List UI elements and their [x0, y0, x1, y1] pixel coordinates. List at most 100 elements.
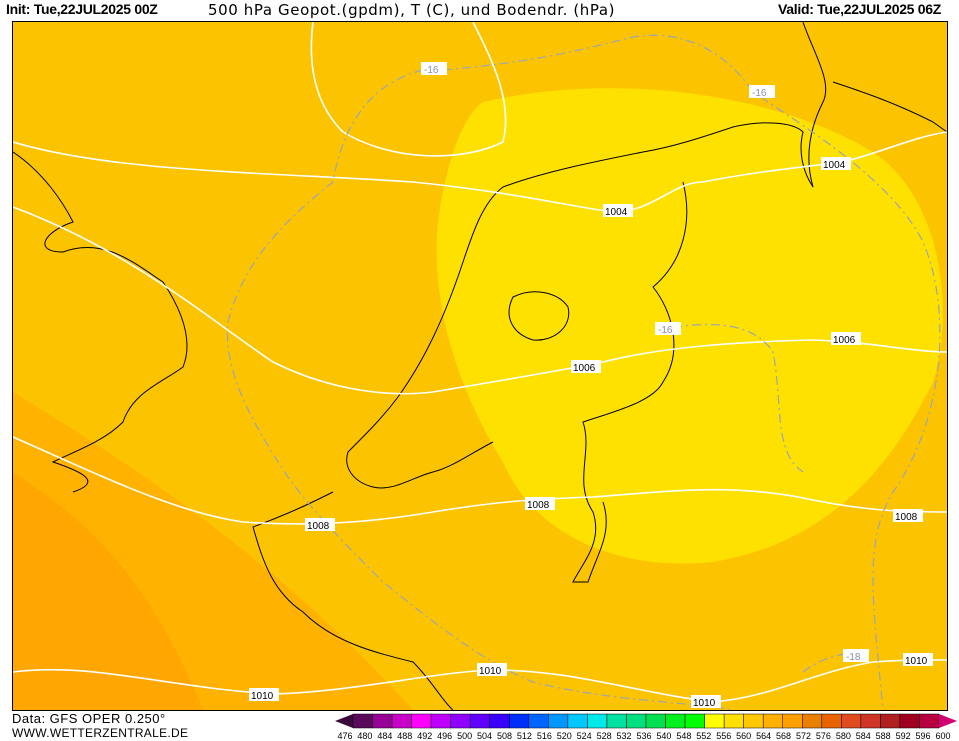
- legend-swatch: [626, 713, 647, 729]
- legend-arrow-high: [939, 714, 957, 728]
- legend-label: 500: [457, 731, 472, 741]
- legend-swatch: [723, 713, 744, 729]
- legend-label: 528: [597, 731, 612, 741]
- isobar-1008: [13, 436, 947, 525]
- isotherm-16-c: [672, 323, 804, 473]
- isobar-label: 1008: [895, 512, 918, 523]
- legend-label: 488: [397, 731, 412, 741]
- legend-label: 508: [497, 731, 512, 741]
- legend-swatch: [548, 713, 569, 729]
- legend-label: 516: [537, 731, 552, 741]
- legend-swatch: [606, 713, 627, 729]
- legend-label: 548: [676, 731, 691, 741]
- legend-swatch: [899, 713, 920, 729]
- legend-label: 600: [935, 731, 950, 741]
- legend-swatch: [665, 713, 686, 729]
- isobar-label: 1004: [823, 160, 846, 171]
- website: WWW.WETTERZENTRALE.DE: [12, 726, 189, 740]
- isobar-label: 1010: [251, 691, 274, 702]
- legend-label: 532: [617, 731, 632, 741]
- legend-swatch: [509, 713, 530, 729]
- legend-swatch: [469, 713, 490, 729]
- legend-label: 492: [417, 731, 432, 741]
- legend-label: 564: [756, 731, 771, 741]
- border-belgium: [252, 491, 454, 710]
- legend-label: 552: [696, 731, 711, 741]
- legend-swatch: [352, 713, 373, 729]
- legend-swatch: [821, 713, 842, 729]
- legend-label: 512: [517, 731, 532, 741]
- isobar-1002: [310, 22, 507, 157]
- legend-label: 504: [477, 731, 492, 741]
- isobar-label: 1004: [605, 207, 628, 218]
- legend-swatch: [762, 713, 783, 729]
- coastline-zeeland: [346, 396, 494, 489]
- legend-arrow-low: [335, 714, 353, 728]
- legend-swatch: [860, 713, 881, 729]
- init-time: Init: Tue,22JUL2025 00Z: [6, 1, 158, 17]
- legend-swatch: [587, 713, 608, 729]
- legend-label: 524: [577, 731, 592, 741]
- temperature-labels: -16 -16 -16 -18: [421, 62, 869, 663]
- chart-title: 500 hPa Geopot.(gpdm), T (C), und Bodend…: [208, 1, 616, 19]
- isobar-label: 1008: [307, 521, 330, 532]
- legend-swatch: [372, 713, 393, 729]
- legend-label: 584: [856, 731, 871, 741]
- legend-swatch: [430, 713, 451, 729]
- field-568: [13, 472, 203, 710]
- legend-label: 560: [736, 731, 751, 741]
- isobar-1010: [13, 659, 947, 703]
- color-legend: 476 480 484 488 492 496 500 504 508 512 516 520 524 5…: [335, 713, 957, 741]
- legend-label: 480: [357, 731, 372, 741]
- legend-label: 520: [557, 731, 572, 741]
- coastline-germany: [802, 22, 947, 188]
- isobar-label: 1010: [905, 656, 928, 667]
- coastline-netherlands: [397, 122, 814, 398]
- legend-label: 568: [776, 731, 791, 741]
- ijsselmeer: [508, 291, 570, 341]
- legend-swatch: [450, 713, 471, 729]
- legend-swatch: [919, 713, 940, 729]
- legend-swatch: [391, 713, 412, 729]
- legend-label: 592: [896, 731, 911, 741]
- legend-label: 588: [876, 731, 891, 741]
- legend-swatch: [645, 713, 666, 729]
- legend-label: 572: [796, 731, 811, 741]
- isotherm-16-b: [442, 34, 941, 710]
- isobar-labels: 1004 1004 1006 1006 1008 1008 1008 1010 …: [249, 157, 933, 709]
- valid-time: Valid: Tue,22JUL2025 06Z: [778, 1, 941, 17]
- field-556: [436, 88, 943, 564]
- isotherm-16: [226, 69, 734, 710]
- legend-label: 536: [636, 731, 651, 741]
- legend-label: 540: [656, 731, 671, 741]
- isobar-label: 1010: [693, 698, 716, 709]
- temperature-label: -16: [424, 65, 439, 76]
- weather-map: 1004 1004 1006 1006 1008 1008 1008 1010 …: [12, 21, 948, 711]
- temperature-label: -16: [658, 325, 673, 336]
- legend-swatch: [704, 713, 725, 729]
- temperature-label: -18: [846, 652, 861, 663]
- legend-swatch: [567, 713, 588, 729]
- border-netherlands-germany: [572, 181, 688, 583]
- legend-swatch: [782, 713, 803, 729]
- isobar-label: 1006: [573, 363, 596, 374]
- isobar-label: 1010: [479, 666, 502, 677]
- isobar-label: 1008: [527, 500, 550, 511]
- legend-swatch: [841, 713, 862, 729]
- legend-label: 596: [916, 731, 931, 741]
- legend-label: 556: [716, 731, 731, 741]
- legend-swatch: [684, 713, 705, 729]
- legend-label: 496: [437, 731, 452, 741]
- legend-label: 576: [816, 731, 831, 741]
- legend-swatch: [802, 713, 823, 729]
- legend-label: 484: [377, 731, 392, 741]
- isobar-1006: [13, 206, 947, 395]
- legend-swatch: [880, 713, 901, 729]
- field-560-patch: [813, 22, 947, 152]
- isobar-label: 1006: [833, 335, 856, 346]
- legend-swatch: [743, 713, 764, 729]
- legend-swatch: [411, 713, 432, 729]
- data-source: Data: GFS OPER 0.250°: [12, 711, 166, 726]
- legend-label: 580: [836, 731, 851, 741]
- legend-label: 476: [337, 731, 352, 741]
